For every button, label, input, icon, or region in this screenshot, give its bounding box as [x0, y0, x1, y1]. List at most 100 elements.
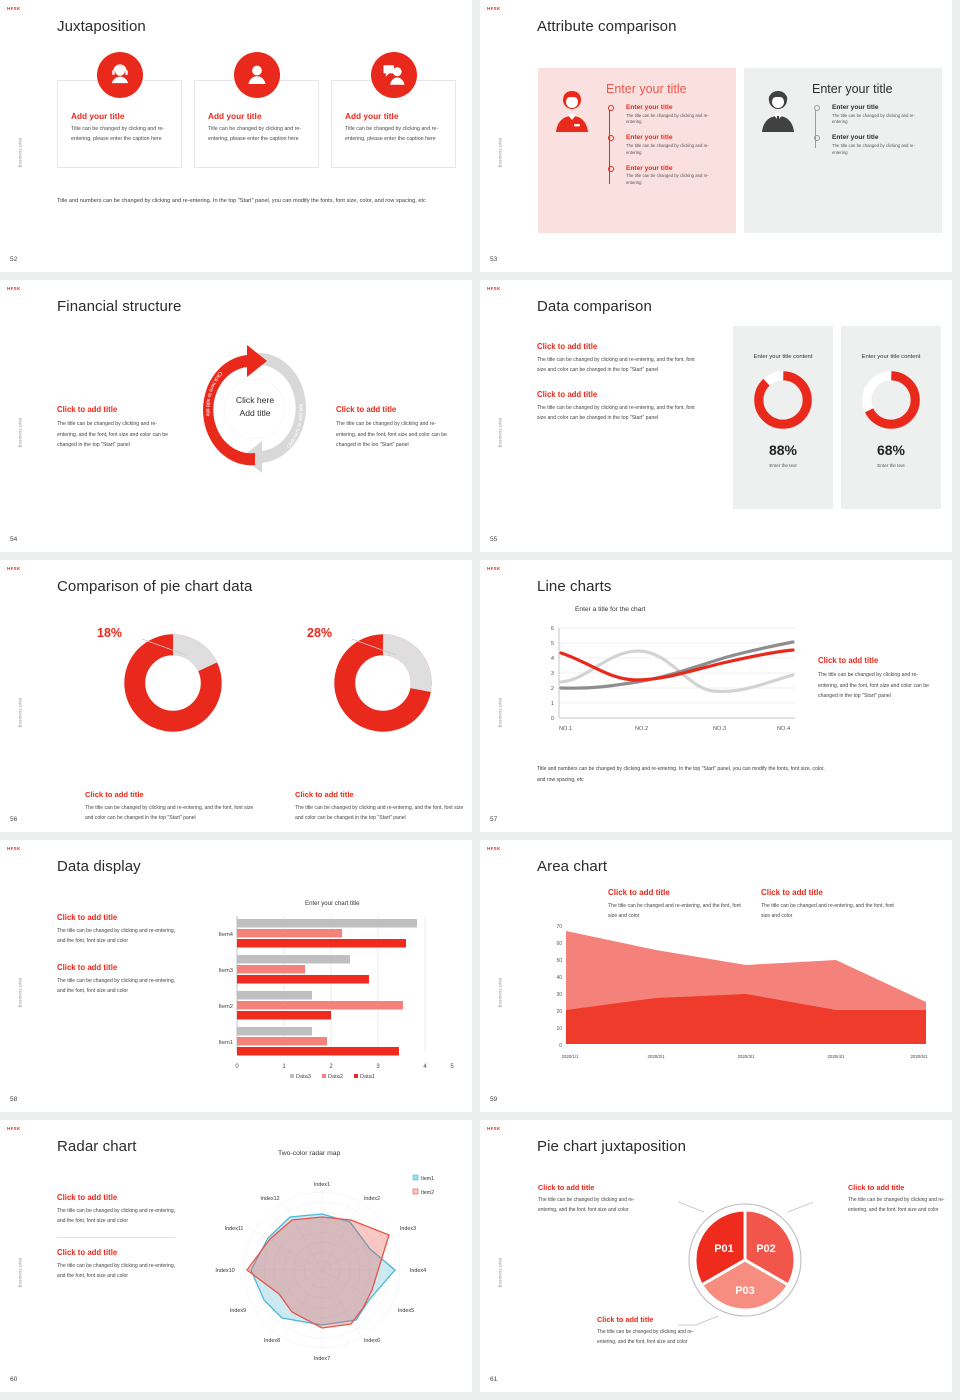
panel-gray[interactable]: Enter your title Enter your title The ti… — [744, 68, 942, 233]
timeline-item[interactable]: Enter your title The title can be change… — [608, 134, 722, 156]
timeline-item[interactable]: Enter your title The title can be change… — [608, 104, 722, 126]
timeline-item[interactable]: Enter your title The title can be change… — [814, 134, 928, 156]
page-number: 57 — [490, 816, 498, 823]
brand-logo: HFSK — [487, 566, 501, 571]
slide-57[interactable]: HFSK Business plan 57 Line charts Enter … — [480, 560, 952, 832]
slide-56[interactable]: HFSK Business plan 56 Comparison of pie … — [0, 560, 472, 832]
item-body: The title can be changed by clicking and… — [832, 112, 915, 125]
donut-chart-18 — [124, 634, 222, 732]
slice-label-p01: P01 — [714, 1243, 734, 1255]
slide-58[interactable]: HFSK Business plan 58 Data display Click… — [0, 840, 472, 1112]
gauge-card[interactable]: Enter your title content 68% Enter the t… — [841, 326, 941, 509]
gauge-card[interactable]: Enter your title content 88% Enter the t… — [733, 326, 833, 509]
caption-title: Click to add title — [295, 790, 354, 799]
panel-pink[interactable]: Enter your title Enter your title The ti… — [538, 68, 736, 233]
donut-percent: 28% — [307, 626, 333, 640]
item-title: Enter your title — [832, 104, 879, 111]
item-title: Enter your title — [626, 104, 673, 111]
brand-logo: HFSK — [7, 286, 21, 291]
brand-logo: HFSK — [7, 846, 21, 851]
text-column: Click to add title The title can be chan… — [57, 913, 179, 997]
center-label: Click here Add title — [215, 394, 295, 420]
callout-right[interactable]: Click to add title The title can be chan… — [848, 1183, 950, 1216]
slide-59[interactable]: HFSK Business plan 59 Area chart Click t… — [480, 840, 952, 1112]
slice-label-p03: P03 — [735, 1285, 755, 1297]
svg-text:2020/4/1: 2020/4/1 — [827, 1054, 845, 1059]
gauge-sub: Enter the text — [877, 463, 905, 468]
callout-body: The title can be changed by clicking and… — [538, 1197, 635, 1213]
card-title: Add your title — [208, 111, 262, 121]
svg-text:Item1: Item1 — [219, 1040, 234, 1046]
svg-text:Item2: Item2 — [219, 1004, 234, 1010]
callout-title: Click to add title — [538, 1183, 595, 1192]
bullet-icon — [608, 135, 614, 142]
head-row: Click to add title The title can be chan… — [608, 888, 896, 922]
svg-text:2: 2 — [329, 1064, 333, 1070]
item-body: The title can be changed by clicking and… — [832, 142, 915, 155]
svg-text:Index11: Index11 — [225, 1226, 244, 1232]
svg-text:Index4: Index4 — [410, 1268, 426, 1274]
slide-53[interactable]: HFSK Business plan 53 Attribute comparis… — [480, 0, 952, 272]
svg-text:Index2: Index2 — [364, 1196, 380, 1202]
gauge-sub: Enter the text — [769, 463, 797, 468]
svg-text:2020/2/1: 2020/2/1 — [647, 1054, 665, 1059]
svg-text:NO.2: NO.2 — [635, 726, 648, 732]
timeline-list: Enter your title The title can be change… — [812, 104, 928, 157]
slide-60[interactable]: HFSK Business plan 60 Radar chart Click … — [0, 1120, 472, 1392]
svg-text:Index1: Index1 — [314, 1182, 330, 1188]
block-title: Click to add title — [761, 888, 823, 897]
callout-body: The title can be changed by clicking and… — [597, 1329, 694, 1345]
gauge-percent: 68% — [876, 442, 906, 458]
page-number: 61 — [490, 1376, 498, 1383]
item-title: Enter your title — [626, 134, 673, 142]
slide-52[interactable]: HFSK Business plan 52 Juxtaposition Add … — [0, 0, 472, 272]
callout-left[interactable]: Click to add title The title can be chan… — [538, 1183, 640, 1216]
svg-text:Item3: Item3 — [219, 968, 234, 974]
block-title: Click to add title — [57, 913, 118, 922]
block-title: Click to add title — [57, 1193, 118, 1202]
block-title: Click to add title — [57, 405, 118, 414]
side-label: Business plan — [497, 1257, 503, 1288]
slide-61[interactable]: HFSK Business plan 61 Pie chart juxtapos… — [480, 1120, 952, 1392]
svg-text:NO.1: NO.1 — [559, 726, 572, 732]
svg-text:2: 2 — [551, 686, 554, 692]
svg-text:5: 5 — [450, 1064, 454, 1070]
side-label: Business plan — [497, 417, 503, 448]
callout-bottom[interactable]: Click to add title The title can be chan… — [597, 1315, 695, 1348]
gauge-caption: Enter your title content — [861, 354, 921, 360]
pie-chart: P01 P02 P03 — [638, 1188, 853, 1368]
slide-54[interactable]: HFSK Business plan 54 Financial structur… — [0, 280, 472, 552]
brand-logo: HFSK — [487, 286, 501, 291]
block-title: Click to add title — [537, 342, 598, 351]
slide-55[interactable]: HFSK Business plan 55 Data comparison Cl… — [480, 280, 952, 552]
svg-text:NO.3: NO.3 — [713, 726, 726, 732]
timeline-item[interactable]: Enter your title The title can be change… — [608, 164, 722, 187]
center-line-2: Add title — [239, 407, 271, 418]
page-title: Area chart — [537, 858, 608, 875]
brand-logo: HFSK — [487, 846, 501, 851]
gauge-donut-68 — [862, 371, 920, 429]
item-title: Enter your title — [626, 164, 673, 172]
block-title: Click to add title — [608, 888, 670, 897]
slice-label-p02: P02 — [756, 1243, 776, 1255]
callout-title: Click to add title — [597, 1315, 654, 1324]
man-avatar-icon — [758, 82, 810, 233]
line-chart: 6 5 4 3 2 1 0 NO.1 NO.2 NO.3 NO.4 — [537, 620, 802, 740]
person-icon — [233, 52, 280, 98]
woman-avatar-icon — [552, 82, 604, 233]
block-body: The title can be changed by clicking and… — [537, 404, 695, 421]
footer-note: Title and numbers can be changed by clic… — [57, 198, 426, 204]
item-body: The title can be changed by clicking and… — [626, 173, 709, 185]
svg-text:40: 40 — [556, 975, 562, 981]
svg-text:Data2: Data2 — [328, 1074, 343, 1080]
bullet-icon — [814, 105, 820, 111]
timeline-item[interactable]: Enter your title The title can be change… — [814, 104, 928, 126]
brand-logo: HFSK — [7, 6, 21, 11]
svg-text:0: 0 — [559, 1043, 562, 1049]
svg-text:0: 0 — [235, 1064, 239, 1070]
block-title: Click to add title — [57, 1247, 118, 1257]
item-title: Enter your title — [832, 134, 879, 142]
gauge-row: Enter your title content 88% Enter the t… — [733, 326, 941, 509]
page-title: Data comparison — [537, 298, 652, 315]
panel-content: Enter your title Enter your title The ti… — [604, 82, 722, 233]
